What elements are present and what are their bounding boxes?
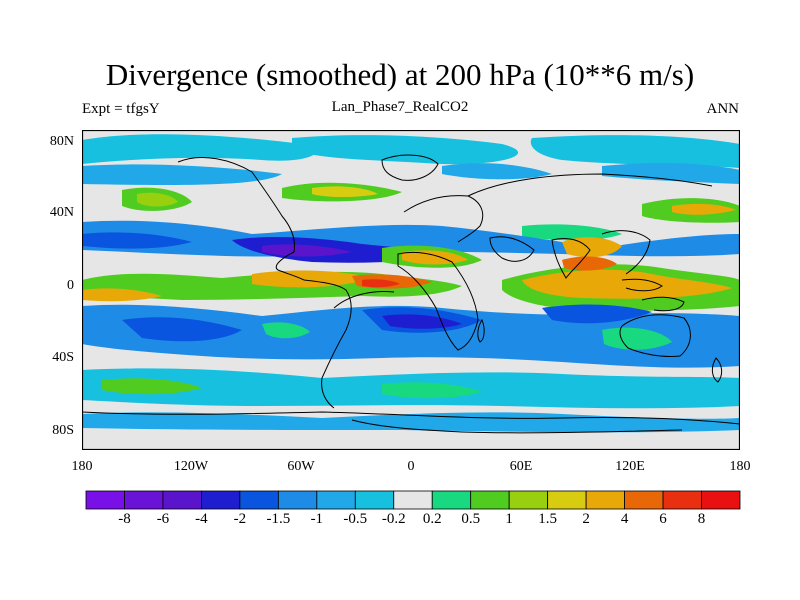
map-frame xyxy=(82,130,740,450)
colorbar-box xyxy=(624,490,664,510)
plot-title: Divergence (smoothed) at 200 hPa (10**6 … xyxy=(105,57,695,92)
colorbar-box xyxy=(585,490,625,510)
colorbar-box xyxy=(547,490,587,510)
lon-label-0: 0 xyxy=(407,459,415,474)
lat-label-0: 0 xyxy=(67,278,74,293)
coastlines xyxy=(82,154,740,434)
colorbar-label: -4 xyxy=(195,511,208,527)
colorbar-label: -1 xyxy=(310,511,324,527)
lat-label-40s: 40S xyxy=(52,350,74,365)
colorbar-box xyxy=(124,490,164,510)
colorbar-label: -0.5 xyxy=(343,511,368,527)
colorbar-label: -0.2 xyxy=(381,511,406,527)
colorbar-box xyxy=(201,490,241,510)
colorbar-box xyxy=(85,490,125,510)
lon-label-180w: 180 xyxy=(71,459,93,474)
lon-label-120e: 120E xyxy=(615,459,645,474)
colorbar-box xyxy=(239,490,279,510)
colorbar-box xyxy=(470,490,510,510)
colorbar-label: -8 xyxy=(118,511,131,527)
run-label: Lan_Phase7_RealCO2 xyxy=(331,99,469,115)
lat-label-80s: 80S xyxy=(52,423,74,438)
colorbar-label: -1.5 xyxy=(266,511,291,527)
colorbar-label: 2 xyxy=(582,511,590,527)
lon-label-120w: 120W xyxy=(173,459,209,474)
lat-label-80n: 80N xyxy=(49,134,74,149)
period-label: ANN xyxy=(706,101,740,117)
colorbar-label: 6 xyxy=(659,511,667,527)
colorbar-box xyxy=(508,490,549,510)
colorbar-box xyxy=(354,490,395,510)
colorbar-label: 0.5 xyxy=(461,511,481,527)
colorbar-label: 1.5 xyxy=(538,511,558,527)
colorbar-label: 8 xyxy=(697,511,706,527)
colorbar-label: 0.2 xyxy=(422,511,442,527)
colorbar-label: -6 xyxy=(156,511,170,527)
colorbar-box xyxy=(162,490,202,510)
colorbar-box xyxy=(316,490,356,510)
colorbar-label: -2 xyxy=(233,511,247,527)
lon-label-60e: 60E xyxy=(509,459,533,474)
colorbar-box xyxy=(277,490,318,510)
colorbar xyxy=(85,490,741,510)
colorbar-label: 4 xyxy=(620,511,629,527)
colorbar-label: 1 xyxy=(505,511,513,527)
divergence-map xyxy=(82,130,740,450)
colorbar-box xyxy=(431,490,472,510)
experiment-label: Expt = tfgsY xyxy=(82,101,160,117)
divergence-field xyxy=(82,134,740,433)
lat-label-40n: 40N xyxy=(49,205,74,220)
colorbar-box xyxy=(662,490,702,510)
colorbar-box xyxy=(701,490,741,510)
colorbar-box xyxy=(393,490,433,510)
lon-label-60w: 60W xyxy=(287,459,315,474)
lon-label-180e: 180 xyxy=(729,459,751,474)
